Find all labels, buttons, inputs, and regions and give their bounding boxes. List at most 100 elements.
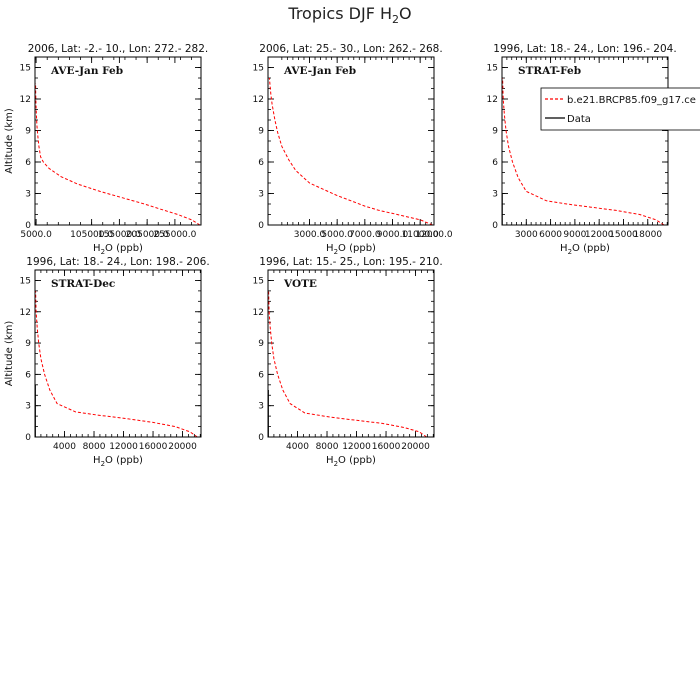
- x-tick-label: 3000.0: [294, 230, 326, 240]
- x-tick-label: 255000.0: [153, 230, 196, 240]
- x-tick-label: 20000: [168, 442, 197, 452]
- model-profile-line: [268, 77, 433, 226]
- panel-title: 1996, Lat: 15.- 25., Lon: 195.- 210.: [259, 256, 442, 268]
- x-tick-label: 7000.0: [349, 230, 381, 240]
- y-axis-label: Altitude (km): [4, 108, 15, 174]
- y-tick-label: 12: [20, 308, 31, 318]
- x-tick-label: 4000: [286, 442, 309, 452]
- panel-label: AVE-Jan Feb: [50, 65, 123, 77]
- y-tick-label: 0: [25, 433, 31, 443]
- x-axis-label-tail: O (ppb): [338, 243, 376, 254]
- panel-label: VOTE: [283, 278, 317, 290]
- y-tick-label: 6: [258, 158, 264, 168]
- x-tick-label: 15000: [609, 230, 638, 240]
- x-tick-label: 9000.0: [377, 230, 409, 240]
- legend-box: [540, 87, 700, 131]
- y-tick-label: 0: [258, 433, 264, 443]
- y-tick-label: 6: [258, 370, 264, 380]
- plot-frame: [267, 269, 435, 438]
- y-tick-label: 15: [253, 276, 264, 286]
- figure-title-tail: O: [399, 4, 412, 23]
- plot-frame: [34, 269, 202, 438]
- y-tick-label: 12: [20, 95, 31, 105]
- x-axis-label-subscript: 2: [101, 460, 105, 468]
- x-tick-label: 6000: [539, 230, 562, 240]
- x-tick-label: 5000.0: [321, 230, 353, 240]
- x-tick-label: 12000: [109, 442, 138, 452]
- x-tick-label: 12000.0: [415, 230, 452, 240]
- y-tick-label: 0: [258, 221, 264, 231]
- panel-4: 1996, Lat: 18.- 24., Lon: 198.- 206. 0 3 6 9…: [4, 256, 210, 468]
- x-tick-label: 3000: [515, 230, 538, 240]
- y-tick-label: 9: [258, 339, 264, 349]
- x-axis-label-subscript: 2: [101, 248, 105, 256]
- x-tick-label: 12000: [585, 230, 614, 240]
- panel-label: STRAT-Dec: [51, 278, 115, 290]
- panel-label: STRAT-Feb: [518, 65, 581, 77]
- y-tick-label: 3: [25, 190, 31, 200]
- x-axis-label: H2O (ppb): [93, 243, 143, 256]
- x-tick-label: 9000: [563, 230, 586, 240]
- model-profile-line: [35, 83, 201, 226]
- panel-label: AVE-Jan Feb: [283, 65, 356, 77]
- legend: b.e21.BRCP85.f09_g17.ce Data: [540, 87, 700, 131]
- x-axis-label-main: H: [93, 455, 101, 466]
- plot-frame: [501, 56, 669, 226]
- x-axis-label-main: H: [326, 243, 334, 254]
- x-tick-label: 18000: [633, 230, 662, 240]
- y-axis-label: Altitude (km): [4, 321, 15, 387]
- x-axis-label-subscript: 2: [568, 248, 572, 256]
- y-tick-label: 0: [492, 221, 498, 231]
- panel-3: 1996, Lat: 18.- 24., Lon: 196.- 204. 0 3 6 9…: [487, 43, 677, 256]
- y-tick-label: 3: [258, 402, 264, 412]
- figure-title: Tropics DJF H2O: [287, 4, 411, 26]
- y-tick-label: 15: [20, 64, 31, 74]
- plot-frame: [34, 56, 202, 226]
- panel-5: 1996, Lat: 15.- 25., Lon: 195.- 210. 0 3 6 9…: [253, 256, 443, 468]
- figure-title-main: Tropics DJF H: [287, 4, 392, 23]
- legend-label: Data: [567, 114, 591, 125]
- x-tick-label: 8000: [316, 442, 339, 452]
- y-tick-label: 3: [25, 402, 31, 412]
- panel-2: 2006, Lat: 25.- 30., Lon: 262.- 268. 0 3 6 9…: [253, 43, 453, 256]
- x-axis-label-tail: O (ppb): [338, 455, 376, 466]
- x-axis-label-main: H: [93, 243, 101, 254]
- x-axis-label-tail: O (ppb): [572, 243, 610, 254]
- y-tick-label: 9: [25, 339, 31, 349]
- y-tick-label: 6: [25, 158, 31, 168]
- y-tick-label: 6: [25, 370, 31, 380]
- x-axis-label-main: H: [560, 243, 568, 254]
- x-axis-label: H2O (ppb): [560, 243, 610, 256]
- x-axis-label-subscript: 2: [334, 460, 338, 468]
- plot-frame: [267, 56, 435, 226]
- y-tick-label: 15: [253, 64, 264, 74]
- panel-title: 2006, Lat: 25.- 30., Lon: 262.- 268.: [259, 43, 442, 55]
- y-tick-label: 12: [487, 95, 498, 105]
- x-axis-label-subscript: 2: [334, 248, 338, 256]
- x-axis-label: H2O (ppb): [326, 455, 376, 468]
- x-axis-label-tail: O (ppb): [105, 455, 143, 466]
- model-profile-line: [35, 290, 198, 438]
- x-tick-label: 155000.0: [98, 230, 141, 240]
- y-tick-label: 12: [253, 95, 264, 105]
- y-tick-label: 12: [253, 308, 264, 318]
- y-tick-label: 15: [487, 64, 498, 74]
- panel-1: 2006, Lat: -2.- 10., Lon: 272.- 282. 0 3 6 9…: [4, 43, 208, 256]
- x-tick-label: 5000.0: [20, 230, 52, 240]
- x-tick-label: 8000: [83, 442, 106, 452]
- panel-title: 2006, Lat: -2.- 10., Lon: 272.- 282.: [28, 43, 208, 55]
- x-tick-label: 12000: [342, 442, 371, 452]
- legend-label: b.e21.BRCP85.f09_g17.ce: [567, 95, 696, 106]
- panel-title: 1996, Lat: 18.- 24., Lon: 196.- 204.: [493, 43, 676, 55]
- x-tick-label: 4000: [53, 442, 76, 452]
- figure-title-subscript: 2: [392, 13, 399, 26]
- panel-title: 1996, Lat: 18.- 24., Lon: 198.- 206.: [26, 256, 209, 268]
- y-tick-label: 3: [492, 190, 498, 200]
- x-axis-label: H2O (ppb): [93, 455, 143, 468]
- y-tick-label: 9: [25, 127, 31, 137]
- x-tick-label: 205000.0: [126, 230, 169, 240]
- y-tick-label: 3: [258, 190, 264, 200]
- y-tick-label: 6: [492, 158, 498, 168]
- x-axis-label: H2O (ppb): [326, 243, 376, 256]
